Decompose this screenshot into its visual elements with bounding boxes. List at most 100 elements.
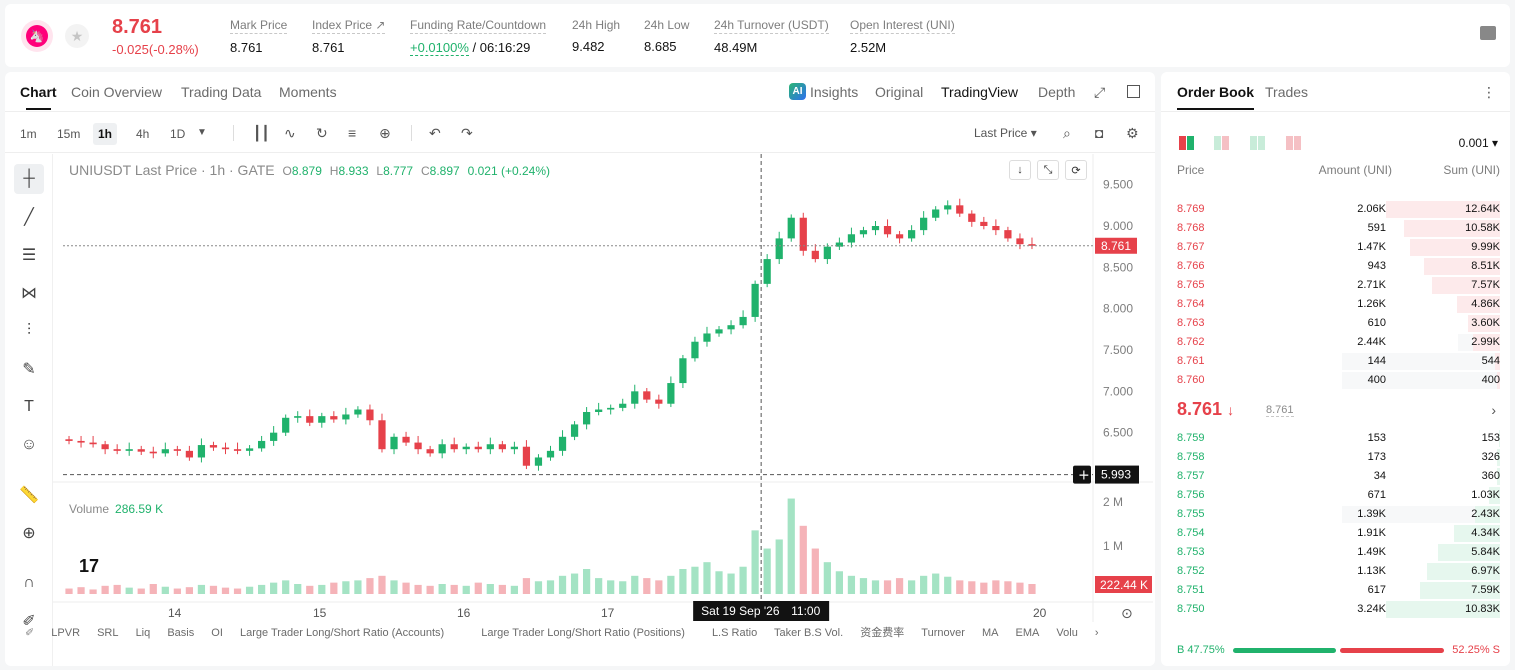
replay-icon[interactable]: ↻ bbox=[316, 125, 328, 141]
indicator-lpvr[interactable]: LPVR bbox=[51, 627, 81, 639]
book-icon[interactable] bbox=[1480, 26, 1496, 40]
ask-row[interactable]: 8.768 591 10.58K bbox=[1161, 219, 1510, 238]
camera-icon[interactable]: ◘ bbox=[1095, 125, 1104, 141]
bid-row[interactable]: 8.757 34 360 bbox=[1161, 467, 1510, 486]
tab-tradingview[interactable]: TradingView bbox=[941, 84, 1019, 100]
expand-icon[interactable]: ⤢ bbox=[1094, 84, 1106, 100]
tab-moments[interactable]: Moments bbox=[279, 84, 337, 100]
tab-depth[interactable]: Depth bbox=[1038, 84, 1076, 100]
indicator-oi[interactable]: OI bbox=[211, 627, 223, 639]
precision-select[interactable]: 0.001 ▾ bbox=[1458, 136, 1498, 150]
more-icon[interactable]: ⋮ bbox=[1482, 84, 1496, 100]
y-tick-label: 9.000 bbox=[1103, 219, 1133, 233]
indicator-srl[interactable]: SRL bbox=[97, 627, 119, 639]
tab-insights[interactable]: Insights bbox=[810, 84, 859, 100]
collapse-icon[interactable]: ⤡ bbox=[1037, 160, 1059, 180]
tf-4h[interactable]: 4h bbox=[136, 127, 150, 141]
indicator-icon[interactable]: ∿ bbox=[284, 125, 296, 141]
ask-row[interactable]: 8.761 144 544 bbox=[1161, 352, 1510, 371]
indicator-ls-ratio[interactable]: L.S Ratio bbox=[711, 627, 758, 639]
tab-trades[interactable]: Trades bbox=[1265, 84, 1309, 100]
candle-body bbox=[197, 445, 206, 458]
text-icon[interactable]: T bbox=[24, 398, 34, 415]
tf-15m[interactable]: 15m bbox=[57, 127, 81, 141]
bid-row[interactable]: 8.758 173 326 bbox=[1161, 448, 1510, 467]
redo-icon[interactable]: ↷ bbox=[461, 125, 473, 141]
ask-row[interactable]: 8.767 1.47K 9.99K bbox=[1161, 238, 1510, 257]
bid-row[interactable]: 8.753 1.49K 5.84K bbox=[1161, 543, 1510, 562]
ask-row[interactable]: 8.760 400 400 bbox=[1161, 371, 1510, 390]
ask-row[interactable]: 8.763 610 3.60K bbox=[1161, 314, 1510, 333]
ruler-icon[interactable]: 📏 bbox=[19, 487, 39, 504]
price-chart[interactable]: 9.500 9.000 8.500 8.000 7.500 7.000 6.500 2 M 1 … bbox=[53, 154, 1153, 622]
chevron-right-icon[interactable]: › bbox=[1094, 627, 1099, 639]
pencil-small-icon[interactable]: ✐ bbox=[25, 627, 35, 639]
stat-mark-price[interactable]: Mark Price 8.761 bbox=[230, 18, 288, 55]
view-both-icon[interactable] bbox=[1179, 136, 1195, 150]
stat-funding-rate[interactable]: Funding Rate/Countdown +0.0100% / 06:16:… bbox=[410, 18, 547, 56]
view-bids-icon[interactable] bbox=[1214, 136, 1230, 150]
indicator-taker[interactable]: Taker B.S Vol. bbox=[774, 627, 844, 639]
ask-row[interactable]: 8.766 943 8.51K bbox=[1161, 257, 1510, 276]
stat-24h-turnover[interactable]: 24h Turnover (USDT) 48.49M bbox=[714, 18, 829, 55]
bid-row[interactable]: 8.752 1.13K 6.97K bbox=[1161, 562, 1510, 581]
scroll-down-icon[interactable]: ↓ bbox=[1009, 160, 1031, 180]
indicator-liq[interactable]: Liq bbox=[135, 627, 151, 639]
add-indicator-icon[interactable]: ⊕ bbox=[379, 125, 391, 141]
indicator-volume[interactable]: Volu bbox=[1056, 627, 1078, 639]
row-price: 8.768 bbox=[1177, 222, 1205, 234]
fib-icon[interactable]: ⫶ bbox=[26, 322, 31, 339]
tf-1h[interactable]: 1h bbox=[93, 123, 118, 145]
ask-row[interactable]: 8.762 2.44K 2.99K bbox=[1161, 333, 1510, 352]
search-icon[interactable]: ⌕ bbox=[1063, 125, 1071, 141]
indicator-lt-accounts[interactable]: Large Trader Long/Short Ratio (Accounts) bbox=[239, 627, 445, 639]
indicator-turnover[interactable]: Turnover bbox=[921, 627, 965, 639]
view-depth-icon[interactable] bbox=[1286, 136, 1302, 150]
bid-row[interactable]: 8.751 617 7.59K bbox=[1161, 581, 1510, 600]
gear-icon[interactable]: ⚙ bbox=[1126, 125, 1139, 141]
indicator-lt-positions[interactable]: Large Trader Long/Short Ratio (Positions… bbox=[481, 627, 685, 639]
ask-row[interactable]: 8.769 2.06K 12.64K bbox=[1161, 200, 1510, 219]
view-asks-icon[interactable] bbox=[1250, 136, 1266, 150]
undo-icon[interactable]: ↶ bbox=[429, 125, 441, 141]
tab-coin-overview[interactable]: Coin Overview bbox=[71, 84, 163, 100]
bid-row[interactable]: 8.756 671 1.03K bbox=[1161, 486, 1510, 505]
tf-1m[interactable]: 1m bbox=[20, 127, 37, 141]
ask-row[interactable]: 8.764 1.26K 4.86K bbox=[1161, 295, 1510, 314]
horizontal-lines-icon[interactable]: ☰ bbox=[21, 247, 37, 264]
tab-trading-data[interactable]: Trading Data bbox=[181, 84, 262, 100]
bid-row[interactable]: 8.759 153 153 bbox=[1161, 429, 1510, 448]
volume-bar bbox=[799, 525, 807, 594]
tab-original[interactable]: Original bbox=[875, 84, 924, 100]
chevron-right-icon[interactable]: › bbox=[1491, 402, 1496, 418]
pattern-icon[interactable]: ⋈ bbox=[21, 285, 37, 302]
indicator-ema[interactable]: EMA bbox=[1015, 627, 1040, 639]
candle-body bbox=[498, 444, 506, 450]
bid-row[interactable]: 8.750 3.24K 10.83K bbox=[1161, 600, 1510, 619]
crosshair-icon[interactable]: ┼ bbox=[14, 164, 44, 194]
tab-order-book[interactable]: Order Book bbox=[1177, 84, 1255, 110]
reset-icon[interactable]: ⟳ bbox=[1065, 160, 1087, 180]
trend-line-icon[interactable]: ╱ bbox=[24, 209, 34, 226]
ask-row[interactable]: 8.765 2.71K 7.57K bbox=[1161, 276, 1510, 295]
emoji-icon[interactable]: ☺ bbox=[20, 436, 38, 453]
indicator-ma[interactable]: MA bbox=[981, 627, 999, 639]
zoom-in-icon[interactable]: ⊕ bbox=[22, 525, 36, 542]
magnet-icon[interactable]: ∩ bbox=[23, 574, 35, 591]
indicator-basis[interactable]: Basis bbox=[167, 627, 195, 639]
candles-icon[interactable]: ┃┃ bbox=[253, 125, 270, 141]
brush-icon[interactable]: ✎ bbox=[22, 361, 36, 378]
stat-index-price[interactable]: Index Price ↗ 8.761 bbox=[312, 18, 386, 55]
pencil-icon[interactable]: ✐ bbox=[22, 613, 36, 630]
tf-1d[interactable]: 1D bbox=[170, 127, 186, 141]
templates-icon[interactable]: ≡ bbox=[348, 125, 357, 141]
bid-row[interactable]: 8.755 1.39K 2.43K bbox=[1161, 505, 1510, 524]
stat-open-interest[interactable]: Open Interest (UNI) 2.52M bbox=[850, 18, 955, 55]
bid-row[interactable]: 8.754 1.91K 4.34K bbox=[1161, 524, 1510, 543]
favorite-star-icon[interactable]: ★ bbox=[65, 24, 89, 48]
indicator-funding[interactable]: 资金费率 bbox=[860, 627, 905, 639]
tab-chart[interactable]: Chart bbox=[20, 84, 57, 110]
price-type-select[interactable]: Last Price ▾ bbox=[974, 126, 1037, 140]
chevron-down-icon[interactable]: ▼ bbox=[197, 127, 207, 138]
fullscreen-icon[interactable] bbox=[1127, 85, 1140, 98]
